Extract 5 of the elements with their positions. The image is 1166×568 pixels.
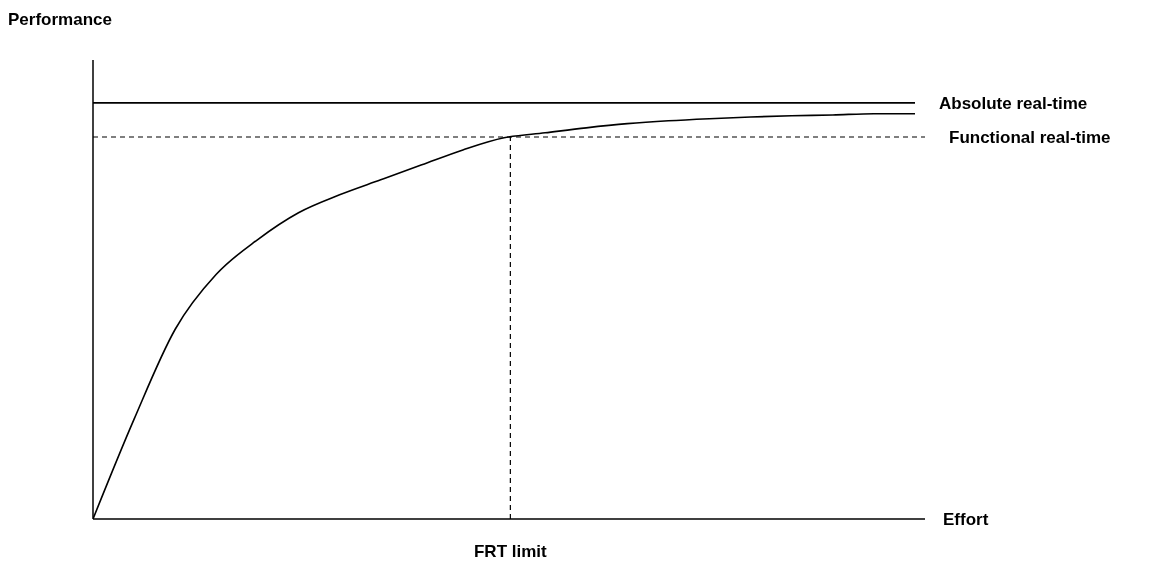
series-label: Absolute real-time [939,93,1088,113]
text: FRT limit [474,542,548,561]
ref-line-label: Functional real-time [949,127,1111,147]
x-axis-title: Effort [943,510,989,529]
y-axis-title: Performance [8,10,112,30]
